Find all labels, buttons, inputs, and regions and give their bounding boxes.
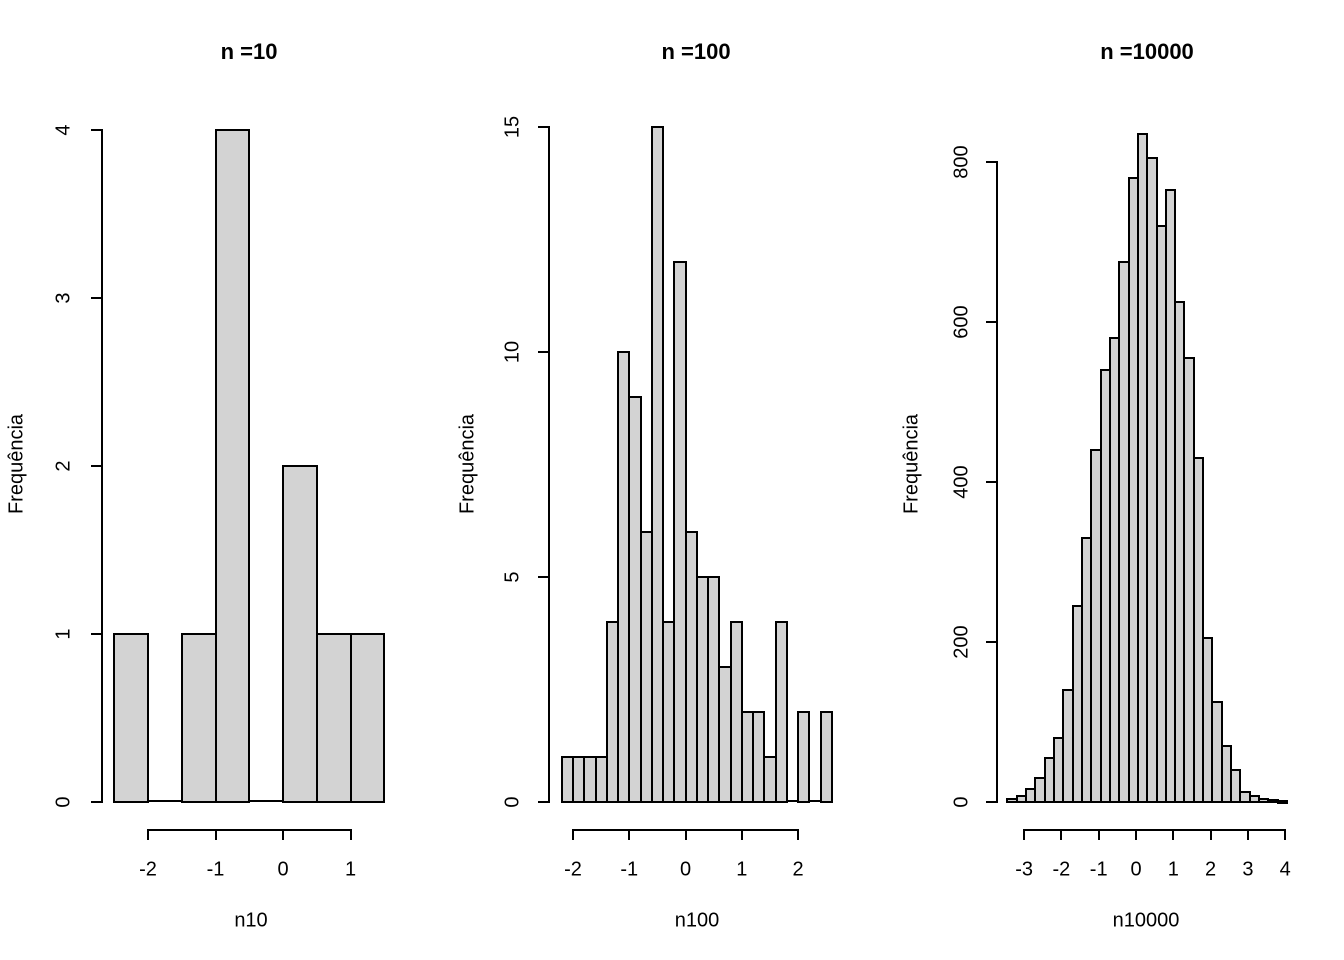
x-tick — [1284, 829, 1287, 840]
panel-title: n =10000 — [1100, 39, 1194, 64]
x-tick — [1023, 829, 1026, 840]
x-tick — [214, 829, 217, 840]
x-axis-label: n10 — [234, 909, 268, 932]
y-tick-label: 1 — [52, 628, 75, 640]
x-tick — [628, 829, 631, 840]
y-axis-label: Frequência — [456, 413, 479, 515]
y-tick — [538, 801, 548, 803]
y-tick — [986, 481, 996, 483]
y-tick-label: 3 — [52, 292, 75, 304]
y-tick — [91, 801, 101, 803]
y-tick — [538, 351, 548, 353]
y-tick — [538, 576, 548, 578]
x-tick-label: -2 — [564, 858, 582, 881]
y-tick-label: 200 — [950, 625, 973, 659]
histogram-bar — [113, 633, 149, 803]
x-tick — [684, 829, 687, 840]
y-tick-label: 15 — [501, 115, 524, 139]
y-tick — [986, 801, 996, 803]
y-tick-label: 400 — [950, 465, 973, 499]
y-tick — [986, 321, 996, 323]
x-tick-label: 2 — [792, 858, 804, 881]
x-tick — [1172, 829, 1175, 840]
y-axis-line — [101, 129, 103, 803]
y-tick-label: 800 — [950, 145, 973, 179]
x-tick-label: 0 — [277, 858, 289, 881]
x-tick — [349, 829, 352, 840]
x-tick-label: 1 — [344, 858, 357, 881]
histogram-bar — [774, 621, 788, 803]
x-axis-line — [147, 829, 352, 831]
x-tick — [1060, 829, 1063, 840]
y-tick-label: 600 — [950, 305, 973, 339]
x-tick-label: 0 — [1130, 858, 1142, 881]
histogram-bar — [180, 633, 217, 803]
y-tick — [538, 126, 548, 128]
y-tick-label: 0 — [501, 796, 524, 808]
histogram-bar — [349, 633, 386, 803]
histogram-bar — [797, 711, 811, 803]
x-tick-label: 3 — [1242, 858, 1254, 881]
y-tick — [91, 129, 101, 131]
x-tick-label: -1 — [206, 858, 225, 881]
histogram-bar — [1192, 457, 1205, 803]
y-tick — [91, 633, 101, 635]
panel-title: n =100 — [661, 39, 731, 64]
x-tick — [797, 829, 799, 840]
x-tick-label: -1 — [1089, 858, 1108, 881]
x-axis-label: n10000 — [1112, 909, 1180, 932]
y-tick — [986, 641, 996, 643]
x-axis-line — [1023, 829, 1287, 831]
x-tick — [1135, 829, 1137, 840]
histogram-bar — [1230, 769, 1242, 803]
x-tick-label: -2 — [139, 858, 157, 881]
x-tick-label: 4 — [1279, 858, 1291, 881]
y-axis-label: Frequência — [5, 413, 28, 515]
y-axis-label: Frequência — [900, 413, 923, 515]
y-tick — [91, 297, 101, 299]
histogram-bar — [282, 465, 318, 803]
x-tick — [572, 829, 574, 840]
histogram-bar — [315, 633, 352, 803]
x-tick — [282, 829, 284, 840]
histogram-bar — [214, 129, 251, 803]
x-axis-label: n100 — [674, 909, 720, 932]
histogram-bar — [650, 126, 664, 803]
x-tick — [740, 829, 743, 840]
x-tick-label: -2 — [1052, 858, 1071, 881]
x-tick-label: 2 — [1205, 858, 1217, 881]
x-tick-label: 0 — [679, 858, 692, 881]
x-tick-label: 1 — [736, 858, 748, 881]
y-axis-line — [996, 161, 998, 803]
panel-title: n =10 — [220, 39, 278, 64]
y-tick-label: 4 — [52, 124, 75, 136]
x-tick — [1246, 829, 1249, 840]
y-axis-line — [548, 126, 550, 803]
x-tick — [1097, 829, 1100, 840]
x-tick — [147, 829, 149, 840]
histogram-bar — [819, 711, 833, 803]
y-tick-label: 0 — [950, 796, 973, 808]
y-tick-label: 5 — [501, 571, 524, 583]
histogram-bar — [1276, 800, 1289, 805]
x-tick-label: -1 — [620, 858, 639, 881]
x-tick-label: 1 — [1167, 858, 1179, 881]
y-tick-label: 0 — [52, 796, 75, 808]
x-tick — [1209, 829, 1212, 840]
x-tick-label: -3 — [1015, 858, 1033, 881]
y-tick-label: 10 — [501, 340, 524, 364]
y-tick — [986, 161, 996, 163]
y-tick-label: 2 — [52, 460, 75, 472]
y-tick — [91, 465, 101, 467]
